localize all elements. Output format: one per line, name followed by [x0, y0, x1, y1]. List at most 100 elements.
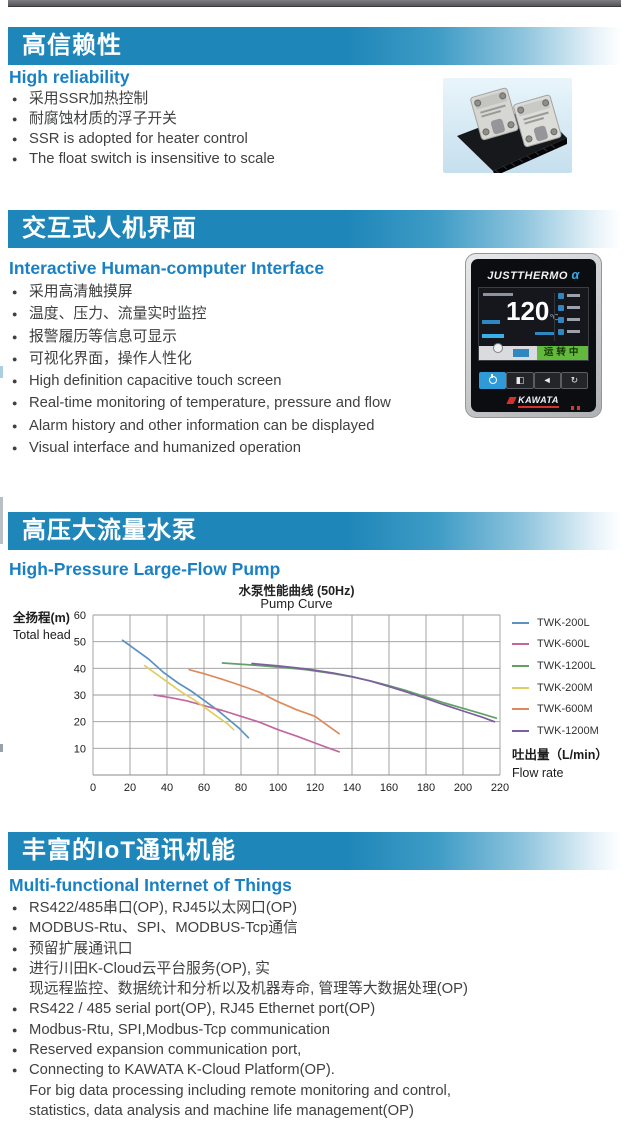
- svg-text:80: 80: [235, 782, 247, 794]
- bullet-list-reliability: ● 采用SSR加热控制 ● 耐腐蚀材质的浮子开关 ● SSR is adopted for…: [12, 89, 275, 169]
- device-brand: JUSTTHERMO α: [471, 268, 596, 282]
- section-header-pump: 高压大流量水泵: [8, 512, 621, 550]
- svg-text:20: 20: [74, 717, 86, 729]
- legend-label: TWK-1200M: [537, 724, 599, 737]
- bullet-item: ● RS422 / 485 serial port(OP), RJ45 Ether…: [12, 999, 468, 1019]
- bullet-item: ● Alarm history and other information can…: [12, 415, 391, 437]
- logo-slash-icon: [506, 397, 517, 404]
- bullet-dot: ●: [12, 287, 18, 297]
- bullet-item: ● 报警履历等信息可显示: [12, 326, 391, 348]
- bullet-item: ● 温度、压力、流量实时监控: [12, 303, 391, 325]
- bullet-item: ● Real-time monitoring of temperature, pr…: [12, 392, 391, 414]
- legend-swatch: [512, 643, 529, 646]
- display-button[interactable]: ◧: [506, 372, 534, 389]
- temperature-readout: 120℃: [506, 296, 559, 326]
- bullet-list-hmi: ● 采用高清触摸屏 ● 温度、压力、流量实时监控 ● 报警履历等信息可显示 ● 可视化界面，操…: [12, 281, 391, 459]
- bullet-dot: ●: [12, 1004, 18, 1015]
- chart-title-en: Pump Curve: [260, 596, 333, 611]
- bullet-item: ● 进行川田K-Cloud云平台服务(OP), 实: [12, 959, 468, 979]
- legend-item: TWK-1200L: [512, 655, 599, 677]
- bullet-item: ● Visual interface and humanized operatio…: [12, 437, 391, 459]
- svg-text:30: 30: [74, 690, 86, 702]
- bullet-dot: ●: [12, 923, 18, 934]
- legend-label: TWK-200L: [537, 616, 590, 629]
- bullet-list-iot: ● RS422/485串口(OP), RJ45以太网口(OP) ● MODBUS-Rt…: [12, 898, 468, 1121]
- brand-alpha: α: [571, 268, 580, 282]
- svg-text:220: 220: [491, 782, 509, 794]
- bullet-dot: ●: [12, 114, 18, 124]
- indicator-leds: [568, 397, 580, 415]
- lcd-label-bar: [482, 320, 500, 324]
- power-button[interactable]: [479, 372, 507, 389]
- bullet-dot: ●: [12, 943, 18, 954]
- legend-swatch: [512, 729, 529, 732]
- svg-text:200: 200: [454, 782, 472, 794]
- legend-swatch: [512, 708, 529, 711]
- bullet-item: ● 采用高清触摸屏: [12, 281, 391, 303]
- legend-label: TWK-600M: [537, 703, 593, 716]
- refresh-button[interactable]: ↻: [560, 372, 588, 389]
- bullet-item: 现远程监控、数据统计和分析以及机器寿命, 管理等大数据处理(OP): [29, 981, 468, 998]
- legend-item: TWK-200M: [512, 677, 599, 699]
- bullet-item: ● MODBUS-Rtu、SPI、MODBUS-Tcp通信: [12, 918, 468, 938]
- bullet-dot: ●: [12, 398, 18, 409]
- bullet-dot: ●: [12, 443, 18, 454]
- touch-screen[interactable]: 120℃ 运转中: [478, 287, 589, 361]
- device-buttons: ◧ ◄ ↻: [479, 372, 588, 389]
- svg-text:100: 100: [269, 782, 287, 794]
- bullet-dot: ●: [12, 376, 18, 387]
- bullet-item: ● Modbus-Rtu, SPI,Modbus-Tcp communicatio…: [12, 1020, 468, 1040]
- legend-label: TWK-1200L: [537, 659, 596, 672]
- bullet-dot: ●: [12, 1024, 18, 1035]
- bullet-item: ● 耐腐蚀材质的浮子开关: [12, 111, 177, 127]
- timestamp-bar: [483, 293, 513, 296]
- bullet-item: statistics, data analysis and machine li…: [29, 1102, 414, 1119]
- svg-text:10: 10: [74, 743, 86, 755]
- legend-item: TWK-1200M: [512, 720, 599, 742]
- svg-text:60: 60: [74, 610, 86, 622]
- controller-photo: JUSTTHERMO α 120℃ 运转中: [465, 253, 602, 418]
- bullet-dot: ●: [12, 1065, 18, 1076]
- left-edge-mark: [0, 744, 3, 752]
- speaker-button[interactable]: ◄: [533, 372, 561, 389]
- section-subtitle-pump: High-Pressure Large-Flow Pump: [9, 559, 281, 579]
- brand-text: JUSTTHERMO: [487, 270, 568, 282]
- running-status-badge: 运转中: [537, 346, 588, 360]
- section-header-iot: 丰富的IoT通讯机能: [8, 832, 621, 870]
- y-axis-label: 全扬程(m) Total head: [13, 611, 71, 642]
- bullet-item: ● 预留扩展通讯口: [12, 939, 468, 959]
- kawata-logo: KAWATA: [471, 395, 596, 408]
- section-subtitle-iot: Multi-functional Internet of Things: [9, 875, 292, 895]
- left-edge-mark: [0, 366, 3, 378]
- x-axis-label: 吐出量（L/min） Flow rate: [512, 748, 608, 780]
- svg-text:50: 50: [74, 637, 86, 649]
- svg-text:120: 120: [306, 782, 324, 794]
- bullet-item: ● Connecting to KAWATA K-Cloud Platform(O…: [12, 1060, 468, 1080]
- chart-title-zh: 水泵性能曲线 (50Hz): [238, 584, 355, 598]
- lcd-slider[interactable]: [479, 343, 538, 360]
- bullet-item: ● Reserved expansion communication port,: [12, 1040, 468, 1060]
- bullet-dot: ●: [12, 154, 18, 164]
- bullet-dot: ●: [12, 903, 18, 913]
- chart-legend: TWK-200L TWK-600L TWK-1200L TWK-200M TWK-600…: [512, 612, 599, 742]
- legend-label: TWK-600L: [537, 638, 590, 651]
- lcd-label-bar: [482, 334, 504, 338]
- legend-swatch: [512, 664, 529, 667]
- display-icon: ◧: [515, 375, 525, 385]
- bullet-item: ● High definition capacitive touch screen: [12, 370, 391, 392]
- lcd-side-menu[interactable]: [554, 293, 586, 341]
- svg-text:60: 60: [198, 782, 210, 794]
- legend-label: TWK-200M: [537, 681, 593, 694]
- bullet-dot: ●: [12, 963, 18, 974]
- legend-swatch: [512, 686, 529, 689]
- bullet-item: ● 可视化界面，操作人性化: [12, 348, 391, 370]
- section-header-hmi: 交互式人机界面: [8, 210, 621, 248]
- svg-text:0: 0: [90, 782, 96, 794]
- svg-text:160: 160: [380, 782, 398, 794]
- bullet-dot: ●: [12, 1045, 18, 1056]
- top-divider-bar: [8, 0, 621, 7]
- svg-text:40: 40: [74, 663, 86, 675]
- ssr-modules-photo: [443, 78, 572, 176]
- legend-item: TWK-600L: [512, 634, 599, 656]
